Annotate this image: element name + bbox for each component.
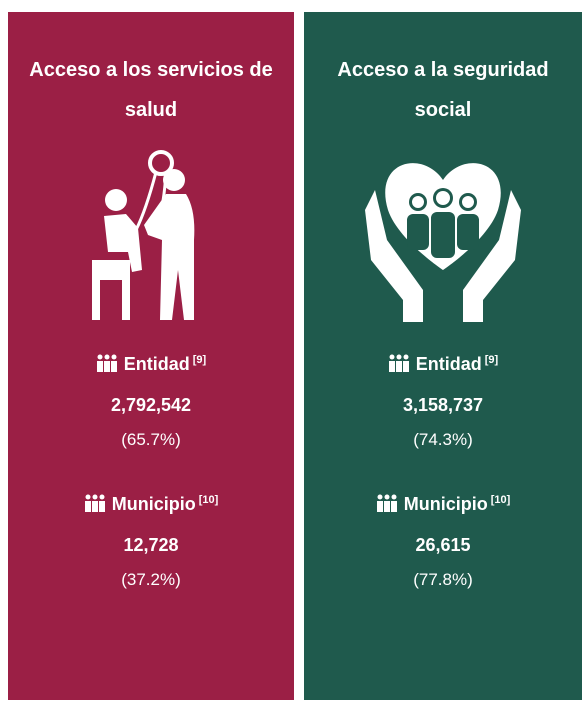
value: 2,792,542 <box>110 395 192 415</box>
social-icon <box>365 163 521 322</box>
label: Entidad <box>415 354 482 374</box>
municipio-label: Municipio [10] <box>304 494 582 515</box>
label: Municipio <box>403 494 488 514</box>
entidad-label: Entidad [9] <box>8 354 294 375</box>
municipio-label: Municipio [10] <box>8 494 294 515</box>
footnote: [10] <box>198 494 219 506</box>
percent: (65.7%) <box>121 430 181 449</box>
value: 3,158,737 <box>402 395 484 415</box>
value: 26,615 <box>415 535 471 555</box>
card-title: Acceso a la seguridad social <box>337 59 549 121</box>
footnote: [9] <box>484 354 499 366</box>
label: Municipio <box>111 494 196 514</box>
footnote: [10] <box>490 494 511 506</box>
health-card: Acceso a los servicios de salud Entidad[… <box>8 12 294 700</box>
label: Entidad <box>123 354 190 374</box>
health-icon <box>92 150 195 320</box>
footnote: [9] <box>192 354 207 366</box>
social-card: Acceso a la seguridad social Entidad [9] … <box>304 12 582 700</box>
percent: (74.3%) <box>413 430 473 449</box>
value: 12,728 <box>123 535 179 555</box>
percent: (77.8%) <box>413 570 473 589</box>
percent: (37.2%) <box>121 570 181 589</box>
entidad-label: Entidad [9] <box>304 354 582 375</box>
card-title: Acceso a los servicios de salud <box>29 59 273 121</box>
